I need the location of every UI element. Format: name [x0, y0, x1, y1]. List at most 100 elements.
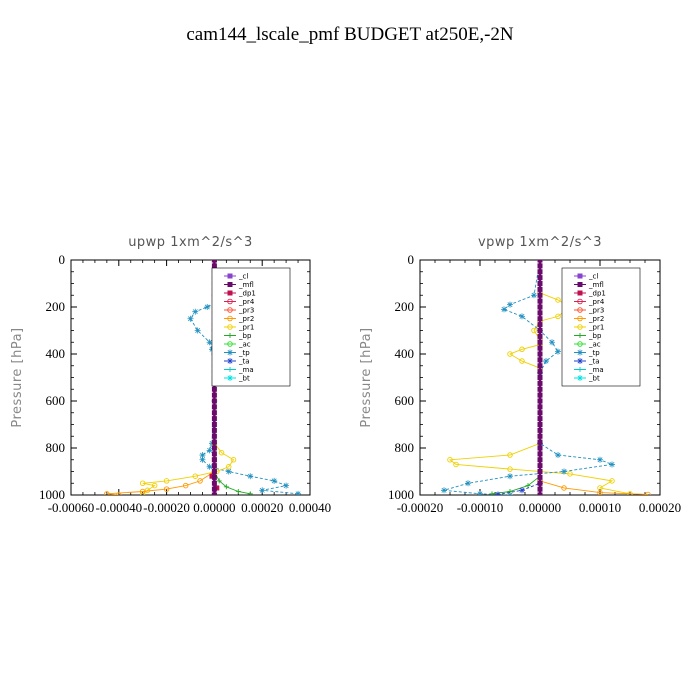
data-point-mfl	[537, 310, 543, 316]
legend-marker	[227, 273, 233, 279]
series-group	[441, 260, 651, 495]
data-point-tp	[507, 473, 513, 480]
data-point-tp	[519, 313, 525, 320]
data-point-mfl	[537, 263, 543, 269]
data-point-pr2	[645, 491, 651, 495]
data-point-tp	[259, 487, 266, 494]
legend-marker	[227, 290, 233, 296]
legend-label: _dp1	[588, 290, 606, 298]
legend-label: _ma	[238, 366, 254, 374]
legend-label: _pr2	[588, 315, 604, 323]
data-point-bp	[223, 484, 229, 490]
data-point-mfl	[537, 357, 543, 363]
x-tick-label: -0.00010	[457, 500, 504, 515]
data-point-mfl	[537, 322, 543, 328]
data-point-tp	[555, 348, 561, 355]
data-point-mfl	[537, 275, 543, 281]
panel-title: upwp 1xm^2/s^3	[128, 235, 253, 250]
legend-marker	[577, 273, 583, 279]
data-point-pr1	[225, 464, 232, 470]
data-point-mfl	[537, 439, 543, 445]
y-tick-label: 600	[46, 393, 66, 408]
data-point-mfl	[537, 392, 543, 398]
data-point-mfl	[537, 292, 543, 298]
data-point-mfl	[211, 398, 217, 404]
legend-marker	[577, 375, 583, 381]
data-point-mfl	[537, 316, 543, 322]
legend-marker	[227, 315, 233, 322]
legend-label: _dp1	[238, 290, 256, 298]
data-point-mfl	[537, 433, 543, 439]
x-tick-label: 0.00000	[193, 500, 235, 515]
data-point-pr1	[507, 452, 513, 458]
x-tick-label: 0.00040	[289, 500, 331, 515]
data-point-pr1	[519, 346, 525, 353]
data-point-tp	[194, 327, 201, 334]
data-point-tp	[441, 487, 447, 494]
data-point-tp	[192, 308, 199, 315]
y-tick-label: 200	[46, 299, 66, 314]
legend-label: _pr2	[238, 315, 254, 323]
x-tick-label: 0.00020	[639, 500, 681, 515]
data-point-mfl	[537, 363, 543, 369]
y-axis-label: Pressure [hPa]	[359, 327, 374, 427]
data-point-pr2	[561, 485, 567, 491]
data-point-tp	[501, 306, 507, 313]
data-point-pr1	[453, 461, 459, 468]
data-point-mfl	[211, 263, 217, 269]
data-point-mfl	[211, 480, 217, 486]
y-tick-label: 400	[46, 346, 66, 361]
data-point-mfl	[537, 492, 543, 495]
data-point-mfl	[537, 386, 543, 392]
data-point-mfl	[211, 404, 217, 410]
data-point-pr1	[519, 358, 525, 364]
legend-marker	[227, 358, 233, 364]
data-point-mfl	[537, 469, 543, 474]
data-point-mfl	[211, 422, 217, 427]
legend-label: _mfl	[588, 281, 604, 289]
data-point-pr1	[163, 478, 170, 484]
data-point-mfl	[211, 474, 217, 480]
data-point-tp	[465, 480, 471, 487]
data-point-pr2	[163, 486, 170, 492]
x-tick-label: -0.00060	[48, 500, 95, 515]
legend-label: _bp	[588, 332, 602, 340]
legend-marker	[227, 375, 233, 381]
data-point-mfl	[211, 486, 217, 492]
data-point-mfl	[537, 375, 543, 380]
y-tick-label: 0	[59, 252, 66, 267]
data-point-pr1	[555, 297, 561, 303]
data-point-tp	[507, 301, 513, 308]
data-point-mfl	[537, 445, 543, 451]
data-point-pr2	[104, 491, 110, 495]
data-point-mfl	[537, 451, 543, 457]
legend-label: _bt	[238, 375, 250, 383]
data-point-pr1	[151, 482, 158, 489]
data-point-mfl	[537, 269, 543, 275]
data-point-mfl	[537, 463, 543, 469]
data-point-pr2	[197, 478, 203, 484]
legend: _cl_mfl_dp1_pr4_pr3_pr2_pr1_bp_ac_tp_ta_…	[561, 267, 641, 387]
legend-marker	[227, 333, 233, 338]
y-tick-label: 800	[46, 440, 66, 455]
legend-marker	[227, 367, 233, 372]
x-tick-label: -0.00040	[96, 500, 143, 515]
data-point-tp	[271, 477, 278, 484]
data-point-mfl	[537, 281, 543, 286]
data-point-tp	[206, 463, 213, 470]
legend-label: _cl	[238, 273, 248, 281]
legend-label: _pr3	[588, 307, 604, 315]
data-point-mfl	[537, 351, 543, 357]
data-point-tp	[531, 292, 537, 299]
data-point-ta	[519, 487, 525, 494]
data-point-pr1	[507, 466, 513, 472]
data-point-bp	[247, 491, 253, 495]
data-point-mfl	[537, 404, 543, 410]
data-point-tp	[204, 304, 211, 310]
data-point-pr1	[447, 457, 453, 463]
legend-marker	[227, 307, 233, 313]
legend-label: _cl	[588, 273, 598, 281]
legend-label: _pr1	[238, 324, 254, 332]
data-point-pr2	[182, 482, 189, 489]
data-point-mfl	[537, 457, 543, 463]
